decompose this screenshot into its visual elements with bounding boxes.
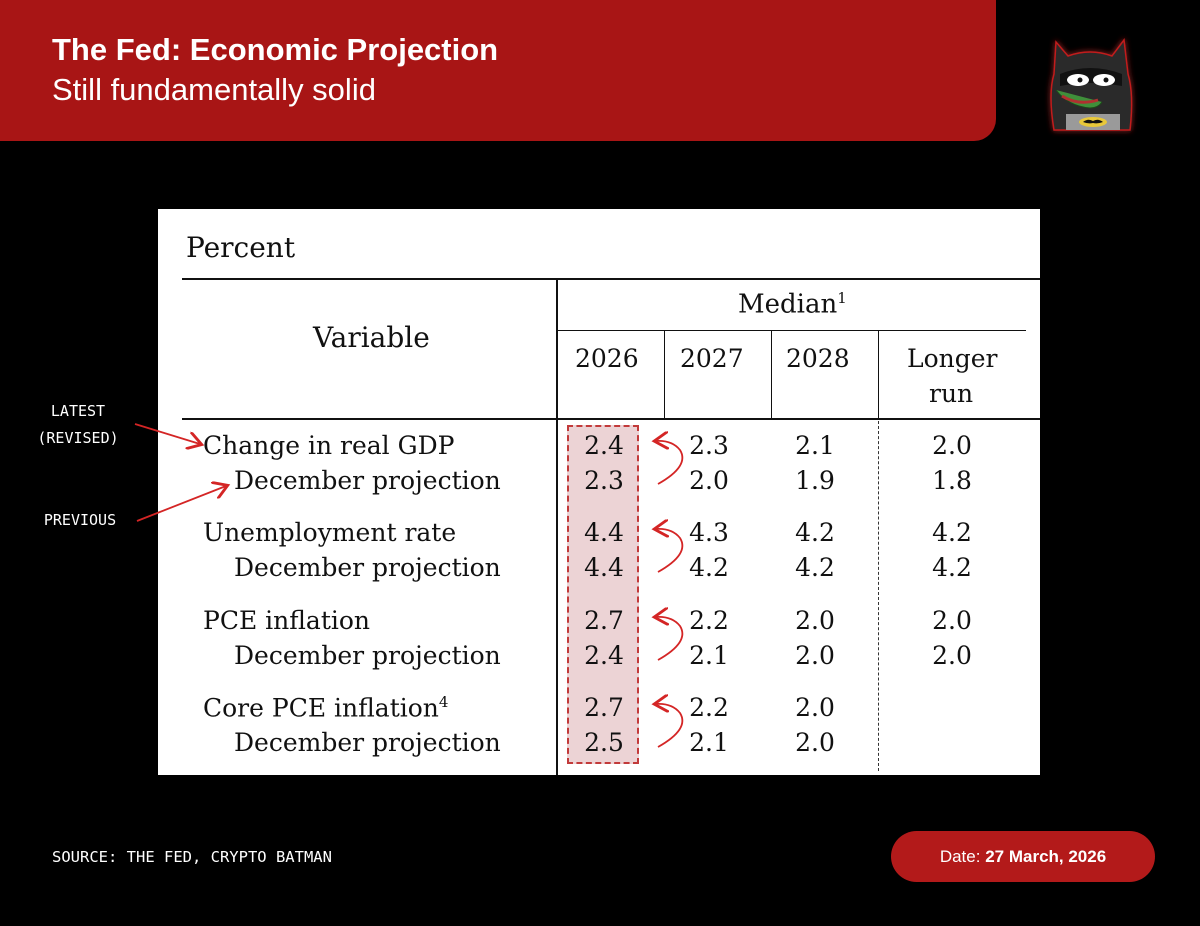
variable-header: Variable: [313, 321, 430, 354]
cell-pce-dec-2028: 2.0: [795, 641, 835, 670]
median-rule: [558, 330, 1026, 331]
column-2027: 2027: [680, 344, 744, 373]
page-subtitle: Still fundamentally solid: [52, 72, 376, 107]
cell-unemp-2026: 4.4: [584, 518, 624, 547]
cell-gdp-2027: 2.3: [689, 431, 729, 460]
median-label: Median: [738, 289, 838, 320]
cell-unemp-longer: 4.2: [932, 518, 972, 547]
cell-core-dec-2026: 2.5: [584, 728, 624, 757]
cell-pce-dec-longer: 2.0: [932, 641, 972, 670]
header-banner: The Fed: Economic Projection Still funda…: [0, 0, 996, 141]
col-divider-2: [771, 331, 772, 418]
row-label-pce: PCE inflation: [203, 606, 371, 635]
cell-unemp-dec-2026: 4.4: [584, 553, 624, 582]
latest-label: LATEST: [50, 402, 106, 420]
projection-table: Percent Variable Median1 2026 2027 2028 …: [158, 209, 1040, 775]
cell-pce-dec-2026: 2.4: [584, 641, 624, 670]
page-title: The Fed: Economic Projection: [52, 32, 499, 67]
core-pce-footnote: 4: [438, 693, 449, 711]
highlight-2026-column: [567, 425, 639, 764]
top-rule: [182, 278, 1040, 280]
row-label-core-pce-dec: December projection: [234, 728, 501, 757]
longer-run-dashed-divider: [878, 421, 879, 771]
cell-core-dec-2027: 2.1: [689, 728, 729, 757]
date-label: Date:: [939, 846, 981, 866]
cell-core-2026: 2.7: [584, 693, 624, 722]
cell-gdp-2026: 2.4: [584, 431, 624, 460]
median-footnote: 1: [837, 289, 847, 307]
cell-gdp-dec-2027: 2.0: [689, 466, 729, 495]
cell-pce-2028: 2.0: [795, 606, 835, 635]
cell-gdp-dec-2028: 1.9: [795, 466, 835, 495]
col-divider-3: [878, 331, 879, 418]
row-label-unemployment-dec: December projection: [234, 553, 501, 582]
col-divider-1: [664, 331, 665, 418]
batman-pepe-avatar-icon: [1050, 38, 1133, 131]
cell-unemp-dec-2027: 4.2: [689, 553, 729, 582]
cell-unemp-2027: 4.3: [689, 518, 729, 547]
cell-pce-2026: 2.7: [584, 606, 624, 635]
cell-unemp-2028: 4.2: [795, 518, 835, 547]
cell-gdp-longer: 2.0: [932, 431, 972, 460]
row-label-gdp: Change in real GDP: [203, 431, 455, 460]
cell-core-2027: 2.2: [689, 693, 729, 722]
source-label: SOURCE: THE FED, CRYPTO BATMAN: [52, 848, 332, 866]
median-header: Median1: [738, 289, 847, 320]
cell-core-2028: 2.0: [795, 693, 835, 722]
cell-pce-dec-2027: 2.1: [689, 641, 729, 670]
cell-core-dec-2028: 2.0: [795, 728, 835, 757]
column-longer-run-line1: Longer: [907, 344, 998, 373]
row-label-pce-dec: December projection: [234, 641, 501, 670]
cell-unemp-dec-2028: 4.2: [795, 553, 835, 582]
column-longer-run-line2: run: [929, 379, 974, 408]
cell-gdp-dec-longer: 1.8: [932, 466, 972, 495]
cell-gdp-dec-2026: 2.3: [584, 466, 624, 495]
previous-annotation: PREVIOUS: [43, 511, 117, 529]
revised-label: (REVISED): [37, 429, 119, 447]
row-label-gdp-dec: December projection: [234, 466, 501, 495]
latest-annotation: LATEST (REVISED): [28, 398, 128, 452]
cell-gdp-2028: 2.1: [795, 431, 835, 460]
row-label-core-pce-text: Core PCE inflation: [203, 693, 439, 723]
cell-unemp-dec-longer: 4.2: [932, 553, 972, 582]
column-2028: 2028: [786, 344, 850, 373]
unit-label: Percent: [186, 231, 296, 264]
cell-pce-longer: 2.0: [932, 606, 972, 635]
date-value: 27 March, 2026: [985, 846, 1107, 866]
cell-pce-2027: 2.2: [689, 606, 729, 635]
header-divider-vertical: [556, 280, 558, 775]
header-bottom-rule: [182, 418, 1040, 420]
date-badge: Date: 27 March, 2026: [891, 831, 1155, 882]
row-label-unemployment: Unemployment rate: [203, 518, 457, 547]
row-label-core-pce: Core PCE inflation4: [203, 693, 448, 722]
column-2026: 2026: [575, 344, 639, 373]
